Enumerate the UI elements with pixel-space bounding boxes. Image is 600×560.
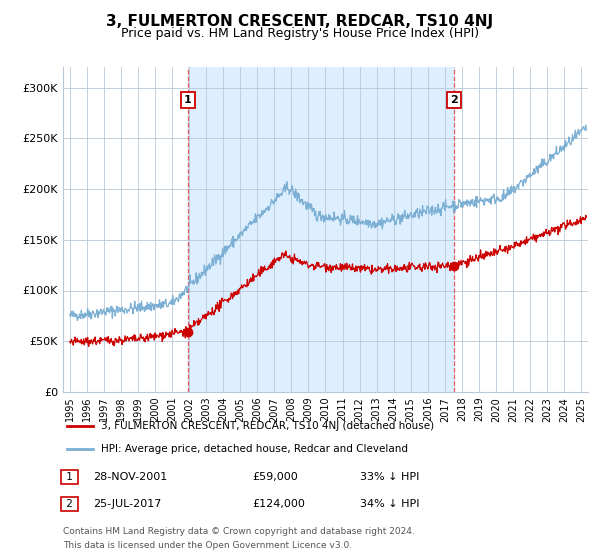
Text: HPI: Average price, detached house, Redcar and Cleveland: HPI: Average price, detached house, Redc… — [101, 444, 408, 454]
Text: This data is licensed under the Open Government Licence v3.0.: This data is licensed under the Open Gov… — [63, 542, 352, 550]
Text: 1: 1 — [63, 472, 76, 482]
Text: 1: 1 — [184, 95, 191, 105]
Text: 25-JUL-2017: 25-JUL-2017 — [93, 499, 161, 509]
Bar — [188, 67, 454, 392]
Text: 2: 2 — [63, 499, 76, 509]
Text: Price paid vs. HM Land Registry's House Price Index (HPI): Price paid vs. HM Land Registry's House … — [121, 27, 479, 40]
Text: 3, FULMERTON CRESCENT, REDCAR, TS10 4NJ (detached house): 3, FULMERTON CRESCENT, REDCAR, TS10 4NJ … — [101, 421, 434, 431]
Text: 28-NOV-2001: 28-NOV-2001 — [93, 472, 167, 482]
Text: 2: 2 — [451, 95, 458, 105]
Text: 34% ↓ HPI: 34% ↓ HPI — [360, 499, 419, 509]
Text: 3, FULMERTON CRESCENT, REDCAR, TS10 4NJ: 3, FULMERTON CRESCENT, REDCAR, TS10 4NJ — [106, 14, 494, 29]
Text: £124,000: £124,000 — [252, 499, 305, 509]
Text: Contains HM Land Registry data © Crown copyright and database right 2024.: Contains HM Land Registry data © Crown c… — [63, 528, 415, 536]
Text: £59,000: £59,000 — [252, 472, 298, 482]
Text: 33% ↓ HPI: 33% ↓ HPI — [360, 472, 419, 482]
